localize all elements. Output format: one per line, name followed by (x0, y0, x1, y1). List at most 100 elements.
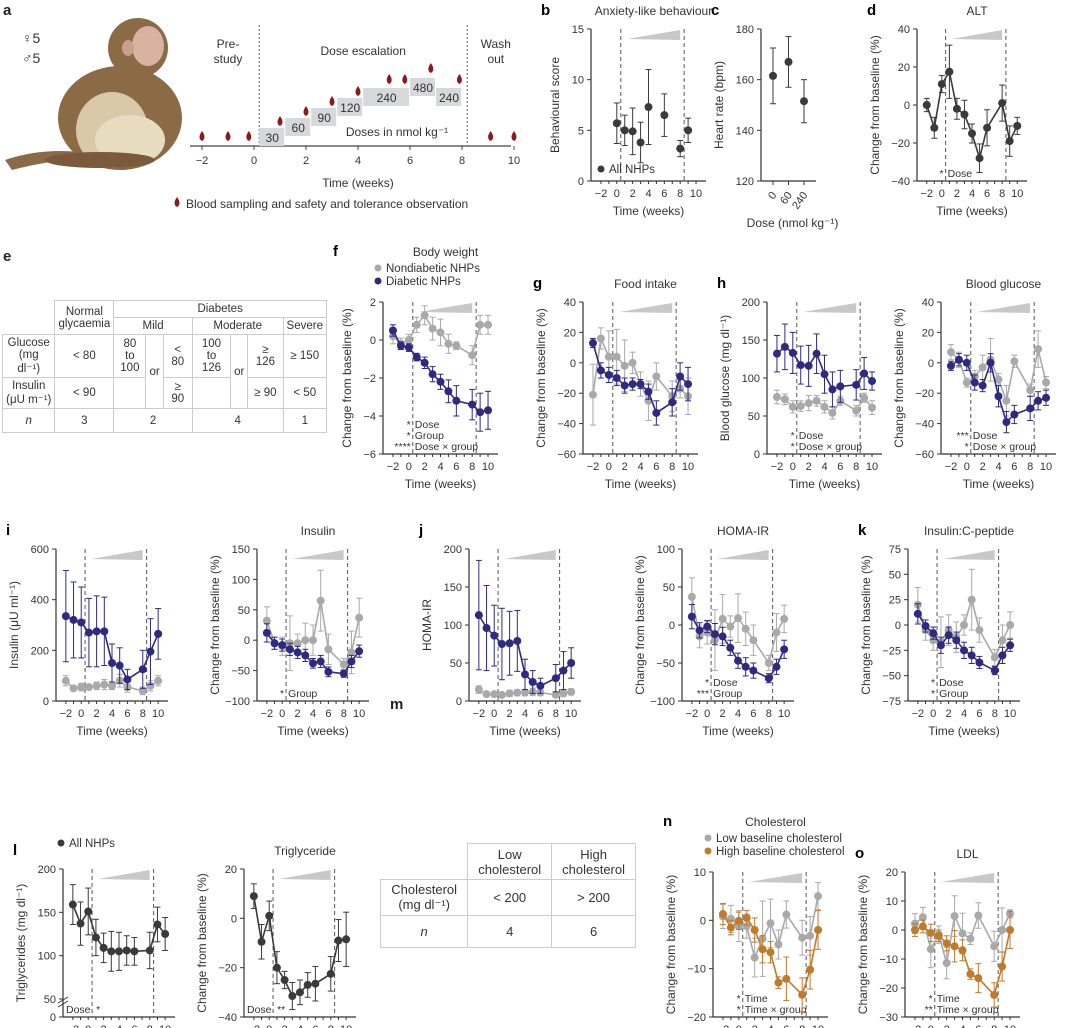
dose-value: 240 (377, 91, 397, 105)
x-axis-label: Time (weeks) (928, 724, 1000, 738)
x-tick-label: 8 (853, 461, 859, 473)
data-point (436, 377, 445, 386)
data-point (84, 683, 93, 692)
stat-annotation: Dose (939, 677, 964, 689)
data-point (68, 900, 77, 909)
x-tick-label: 6 (653, 461, 659, 473)
data-point (758, 945, 767, 954)
data-point (1005, 137, 1014, 146)
phase-label: Dose escalation (321, 44, 406, 58)
x-tick-label: 0 (928, 1024, 934, 1028)
data-point (726, 622, 735, 631)
y-tick-label: −20 (879, 983, 898, 995)
x-tick-label: 0 (939, 188, 945, 200)
data-point (962, 358, 971, 367)
data-point (676, 144, 685, 153)
data-point (780, 395, 789, 404)
data-point (146, 647, 155, 656)
cell: 4 (191, 408, 284, 433)
data-point (490, 631, 499, 640)
data-point (974, 911, 983, 920)
data-point (934, 931, 943, 940)
series-all-nhps (612, 69, 693, 164)
y-tick-label: −10 (687, 964, 706, 976)
x-tick-label: 2 (507, 708, 513, 720)
cell: 80 to 100 (113, 334, 147, 378)
data-point (628, 127, 637, 136)
y-tick-label: 10 (694, 867, 706, 879)
data-point (652, 372, 661, 381)
chart-title: Anxiety-like behaviour (595, 4, 712, 18)
data-point (782, 910, 791, 919)
data-point (950, 942, 959, 951)
y-tick-label: 0 (754, 449, 760, 461)
stat-annotation: Group (713, 688, 742, 700)
data-point (270, 639, 279, 648)
data-point (782, 974, 791, 983)
table-row-insulin: Insulin (μU m⁻¹) < 90 ≥ 90 ≥ 90 < 50 (1, 377, 328, 409)
cell: 3 (54, 408, 115, 433)
chart-title: Body weight (413, 245, 479, 259)
blood-drop-icon (402, 74, 408, 84)
x-tick-label: −2 (67, 1024, 80, 1028)
dose-ramp-icon (951, 30, 1002, 40)
x-tick-label: 4 (959, 1024, 965, 1028)
x-tick-label: 0 (790, 461, 796, 473)
header-normal-glycaemia: Normal glycaemia (54, 300, 115, 335)
data-point (293, 648, 302, 657)
data-point (130, 947, 139, 956)
stat-annotation: Dose (973, 430, 998, 442)
data-point (750, 926, 759, 934)
data-point (978, 363, 987, 372)
series-all-nhps (249, 883, 351, 1011)
dose-box (311, 108, 337, 126)
row-label: n (1, 408, 56, 433)
y-tick-label: 0 (570, 358, 576, 370)
timeline-tick-label: 2 (303, 155, 309, 167)
data-point (69, 615, 78, 624)
stat-stars: * (407, 430, 411, 442)
y-tick-label: 200 (31, 645, 49, 657)
stat-stars: ** (925, 1004, 933, 1016)
x-axis-label: Time (weeks) (76, 724, 148, 738)
x-tick-label: 0 (78, 708, 84, 720)
data-point (77, 683, 86, 692)
data-point (718, 614, 727, 623)
x-tick-label: −2 (920, 188, 933, 200)
data-point (293, 639, 302, 648)
blood-drop-icon (225, 131, 231, 141)
blood-drop-icon (511, 131, 517, 141)
doses-unit-label: Doses in nmol kg⁻¹ (346, 125, 448, 139)
data-point (774, 940, 783, 949)
data-point (766, 948, 775, 957)
x-tick-label: 8 (1027, 461, 1033, 473)
y-tick-label: 50 (663, 582, 675, 594)
y-tick-label: 100 (444, 620, 462, 632)
data-point (280, 976, 289, 984)
data-point (61, 676, 70, 685)
y-tick-label: 0 (578, 176, 584, 188)
x-tick-label: 240 (790, 190, 810, 212)
data-point (718, 632, 727, 641)
data-point (444, 339, 453, 348)
y-tick-label: 600 (31, 544, 49, 556)
chart-title: Insulin (301, 524, 336, 538)
x-tick-label: −2 (473, 708, 486, 720)
data-point (929, 636, 938, 645)
data-point (978, 381, 987, 390)
stat-annotation: Dose (799, 430, 824, 442)
data-point (482, 624, 491, 633)
data-point (1010, 357, 1019, 366)
data-point (145, 946, 154, 955)
panel-a-timeline: −2 0 2 4 6 8 10 Time (weeks) Pre-study Dose escal… (174, 25, 520, 211)
series-diabetic-nhps (913, 603, 1015, 676)
data-point (800, 97, 808, 106)
data-point (551, 690, 560, 699)
data-point (588, 339, 597, 348)
dose-value: 30 (266, 131, 280, 145)
blood-drop-icon (355, 86, 361, 96)
data-point (628, 358, 637, 367)
